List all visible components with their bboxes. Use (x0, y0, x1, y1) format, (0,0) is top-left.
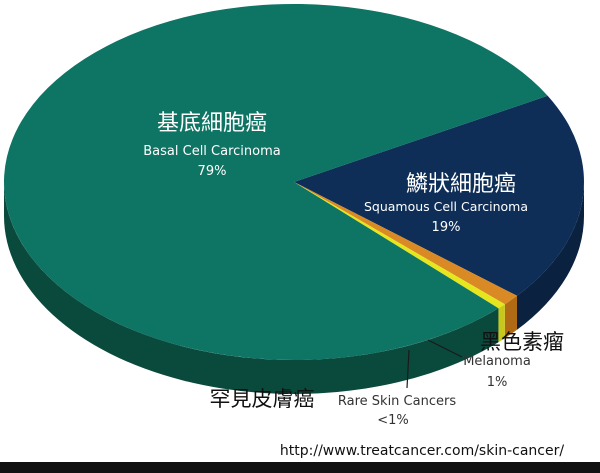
rare-label-zh: 罕見皮膚癌 (210, 387, 315, 411)
rare-leader-line (406, 349, 410, 389)
slice-side-rare-skin-cancers (498, 304, 505, 343)
pie-tops (4, 3, 584, 361)
basal-label-zh: 基底細胞癌 (157, 111, 267, 136)
melanoma-label-zh: 黑色素瘤 (480, 330, 564, 354)
slice-squamous-cell-carcinoma (294, 95, 584, 296)
bottom-bar (0, 462, 600, 473)
squamous-value-label: 19% (432, 220, 461, 235)
rare-label-en: Rare Skin Cancers (338, 394, 456, 409)
pie-sides (4, 182, 584, 394)
slice-side-squamous-cell-carcinoma (516, 182, 584, 330)
basal-value-label: 79% (198, 164, 227, 179)
source-url: http://www.treatcancer.com/skin-cancer/ (280, 443, 564, 459)
squamous-label-zh: 鱗狀細胞癌 (406, 172, 516, 197)
melanoma-label-en: Melanoma (463, 354, 531, 369)
slice-rare-skin-cancers (294, 182, 505, 309)
slice-side-melanoma (504, 295, 517, 339)
melanoma-value-label: 1% (487, 375, 508, 390)
melanoma-leader-line (427, 339, 463, 358)
squamous-label-en: Squamous Cell Carcinoma (364, 199, 528, 214)
slice-melanoma (294, 182, 517, 305)
rare-value-label: <1% (377, 413, 409, 428)
slice-side-basal-cell-carcinoma (4, 182, 499, 394)
slice-basal-cell-carcinoma (4, 3, 548, 361)
basal-label-en: Basal Cell Carcinoma (143, 144, 280, 159)
leader-lines (406, 339, 463, 389)
